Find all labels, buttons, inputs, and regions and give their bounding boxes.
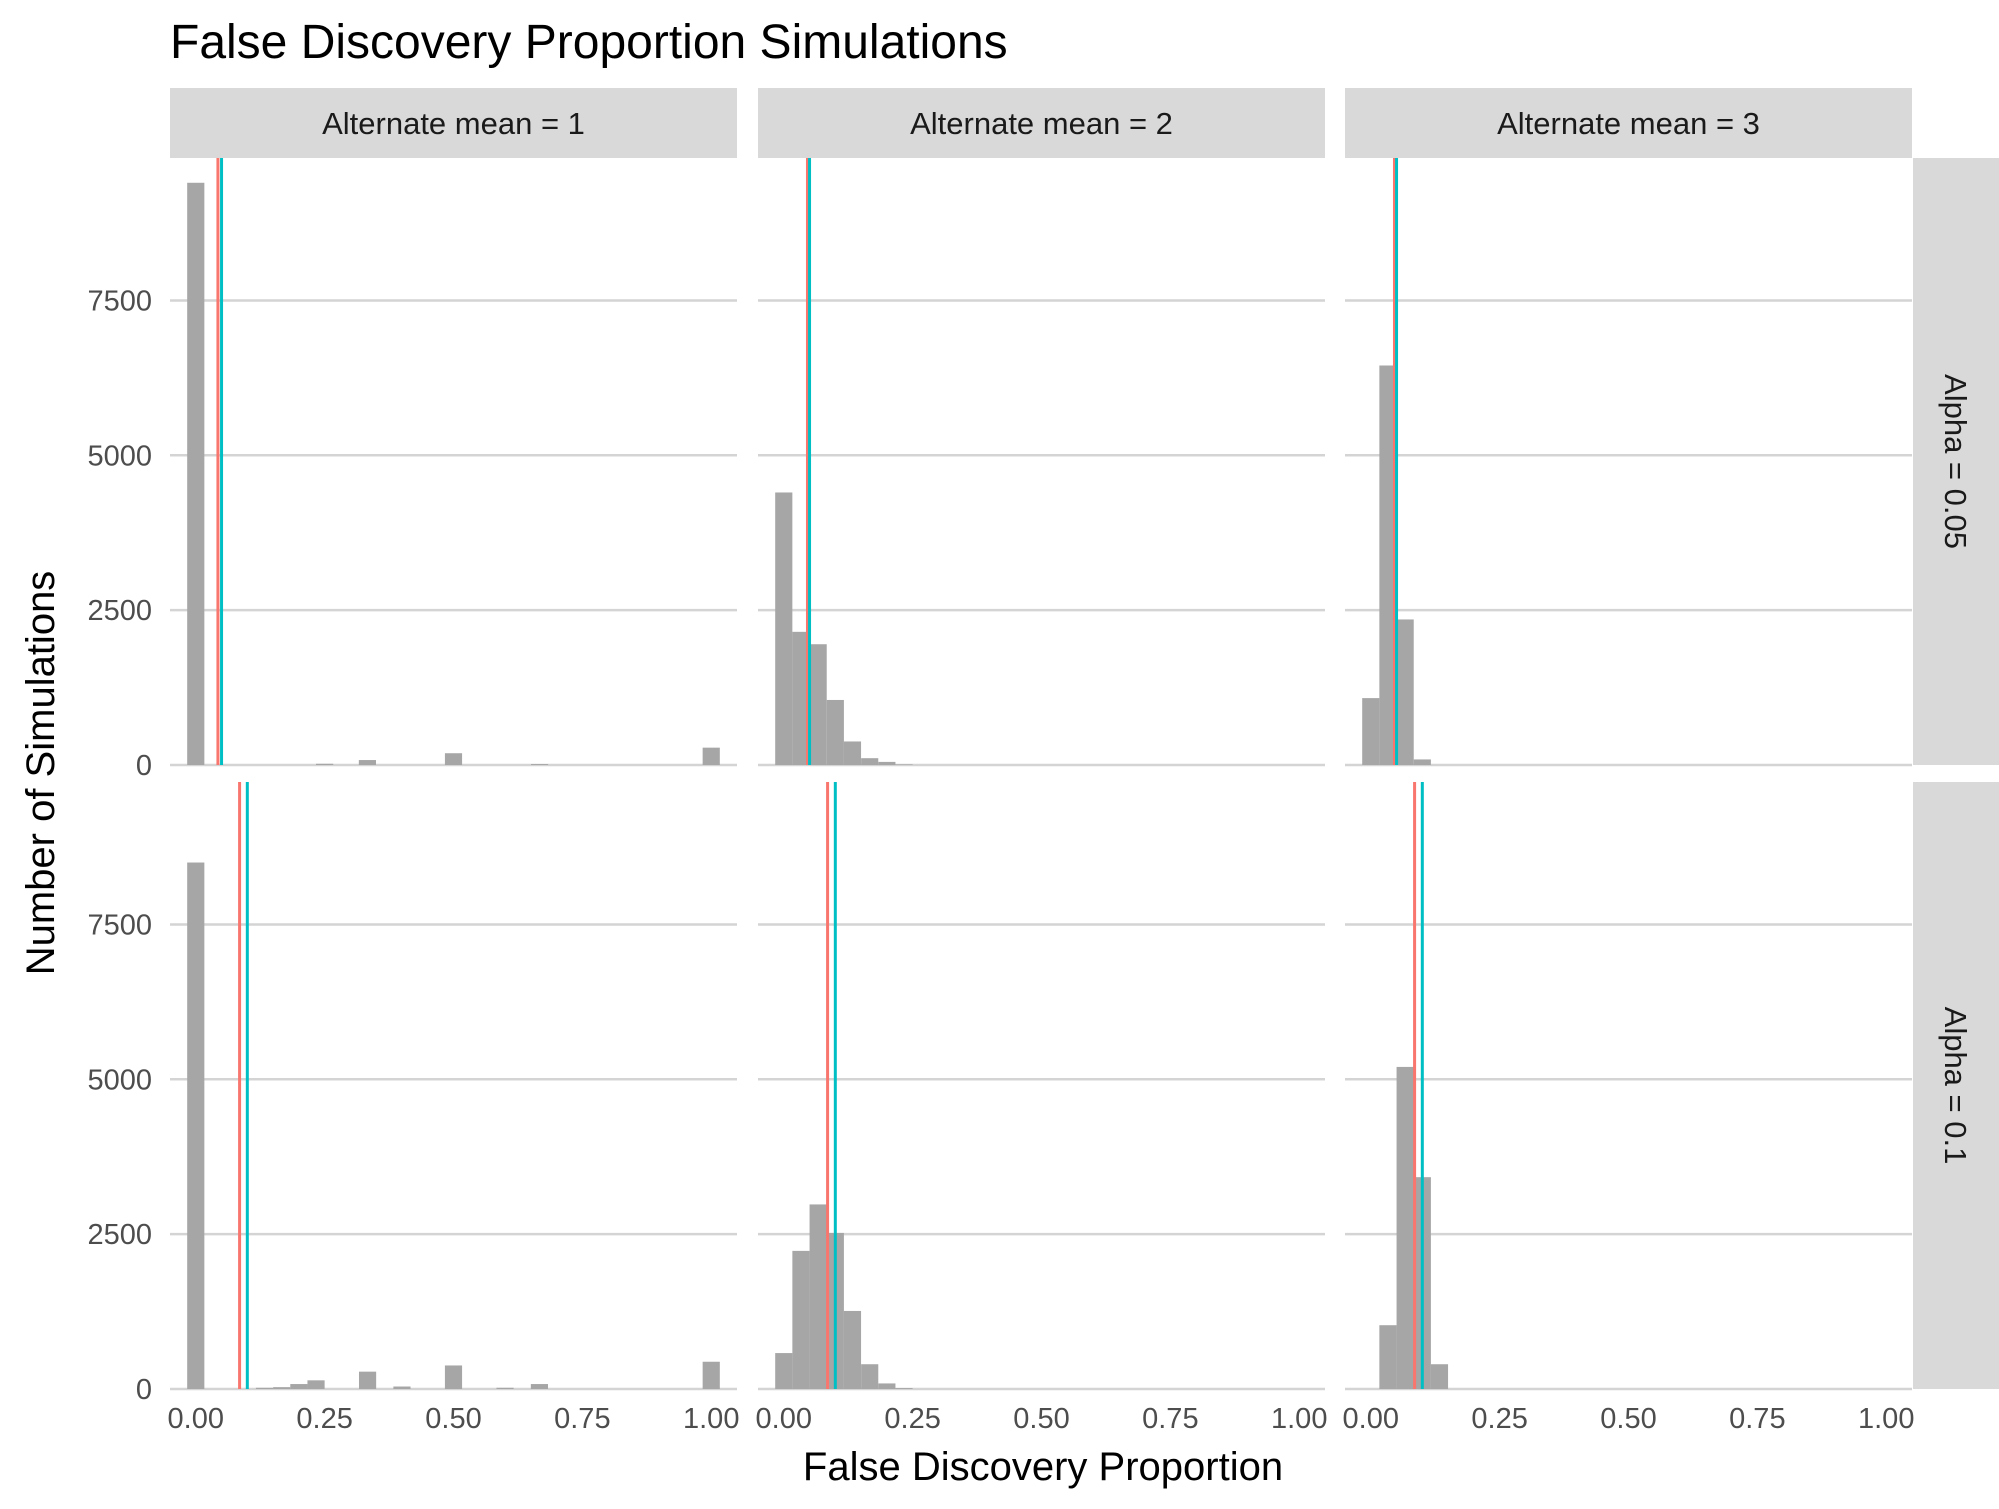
histogram-bar	[530, 764, 549, 765]
histogram-bar	[809, 1204, 827, 1389]
row-strip-label: Alpha = 0.1	[1938, 1007, 1973, 1165]
y-tick-label: 7500	[87, 909, 152, 941]
histogram-bar	[1396, 619, 1414, 765]
y-tick-label: 5000	[87, 440, 152, 472]
histogram-bar	[895, 1388, 913, 1389]
y-axis-title: Number of Simulations	[19, 571, 63, 976]
facet-panel	[170, 782, 737, 1391]
histogram-bar	[1396, 1066, 1414, 1389]
histogram-bar	[496, 1387, 514, 1389]
histogram-bar	[843, 1310, 862, 1389]
x-tick-label: 0.00	[1343, 1403, 1399, 1435]
histogram-bar	[826, 699, 844, 765]
x-tick-label: 1.00	[1271, 1403, 1327, 1435]
x-tick-label: 1.00	[1858, 1403, 1914, 1435]
histogram-bar	[358, 1371, 377, 1389]
x-tick-label: 0.00	[168, 1403, 224, 1435]
row-strip	[1913, 782, 1999, 1389]
x-tick-label: 0.75	[554, 1403, 610, 1435]
histogram-bar	[530, 1384, 549, 1389]
histogram-bar	[702, 1361, 720, 1389]
histogram-bar	[809, 644, 827, 765]
y-tick-label: 0	[136, 1374, 152, 1406]
y-tick-label: 2500	[87, 595, 152, 627]
chart-title: False Discovery Proportion Simulations	[170, 16, 1008, 69]
histogram-bar	[1379, 1325, 1397, 1389]
column-strip	[758, 88, 1325, 158]
histogram-bar	[775, 1353, 793, 1389]
y-tick-label: 0	[136, 750, 152, 782]
column-strip	[170, 88, 737, 158]
row-strip	[1913, 158, 1999, 765]
facet-panel	[1345, 158, 1912, 767]
histogram-bar	[775, 492, 793, 765]
histogram-bar	[187, 182, 205, 765]
row-strip-label: Alpha = 0.05	[1938, 374, 1973, 549]
histogram-bar	[444, 753, 463, 765]
histogram-bar	[255, 1387, 274, 1389]
column-strip-label: Alternate mean = 1	[322, 106, 585, 141]
histogram-bar	[792, 631, 810, 765]
y-tick-label: 2500	[87, 1219, 152, 1251]
histogram-bar	[307, 1380, 325, 1389]
histogram-bar	[878, 761, 896, 765]
facet-panel	[758, 158, 1325, 767]
histogram-bar	[358, 760, 377, 765]
x-tick-label: 0.50	[425, 1403, 481, 1435]
facet-panel	[170, 158, 737, 767]
x-tick-label: 0.50	[1600, 1403, 1656, 1435]
histogram-bar	[393, 1386, 411, 1389]
histogram-bar	[1430, 1364, 1449, 1389]
histogram-bar	[290, 1384, 308, 1389]
facet-panel	[1345, 782, 1912, 1391]
x-axis-title: False Discovery Proportion	[803, 1445, 1283, 1489]
strips-layer: Alternate mean = 1 Alternate mean = 2 Alte…	[170, 88, 1999, 1389]
histogram-bar	[861, 758, 879, 765]
x-tick-label: 0.25	[1471, 1403, 1527, 1435]
histogram-bar	[843, 741, 862, 765]
column-strip-label: Alternate mean = 2	[910, 106, 1173, 141]
histogram-bar	[878, 1383, 896, 1389]
histogram-bar	[702, 747, 720, 765]
histogram-bar	[273, 1387, 291, 1389]
histogram-bar	[895, 764, 913, 765]
histogram-bar	[1362, 698, 1380, 765]
histogram-bar	[444, 1365, 463, 1389]
histogram-bar	[861, 1364, 879, 1389]
histogram-bar	[316, 763, 334, 765]
x-tick-label: 0.75	[1142, 1403, 1198, 1435]
x-tick-label: 0.50	[1013, 1403, 1069, 1435]
panels-layer	[170, 158, 1912, 1391]
x-tick-label: 0.00	[756, 1403, 812, 1435]
histogram-bar	[1413, 759, 1431, 765]
x-tick-label: 1.00	[683, 1403, 739, 1435]
column-strip-label: Alternate mean = 3	[1497, 106, 1760, 141]
histogram-bar	[1379, 365, 1397, 765]
x-tick-label: 0.25	[884, 1403, 940, 1435]
facet-panel	[758, 782, 1325, 1391]
axes-layer: 0 2500 5000 7500 0 2500 5000 7500 0.00 0.25 0.50 0.…	[87, 285, 1914, 1435]
column-strip	[1345, 88, 1912, 158]
x-tick-label: 0.75	[1729, 1403, 1785, 1435]
y-tick-label: 5000	[87, 1064, 152, 1096]
histogram-bar	[187, 862, 205, 1389]
y-tick-label: 7500	[87, 285, 152, 317]
histogram-bar	[792, 1250, 810, 1389]
x-tick-label: 0.25	[296, 1403, 352, 1435]
